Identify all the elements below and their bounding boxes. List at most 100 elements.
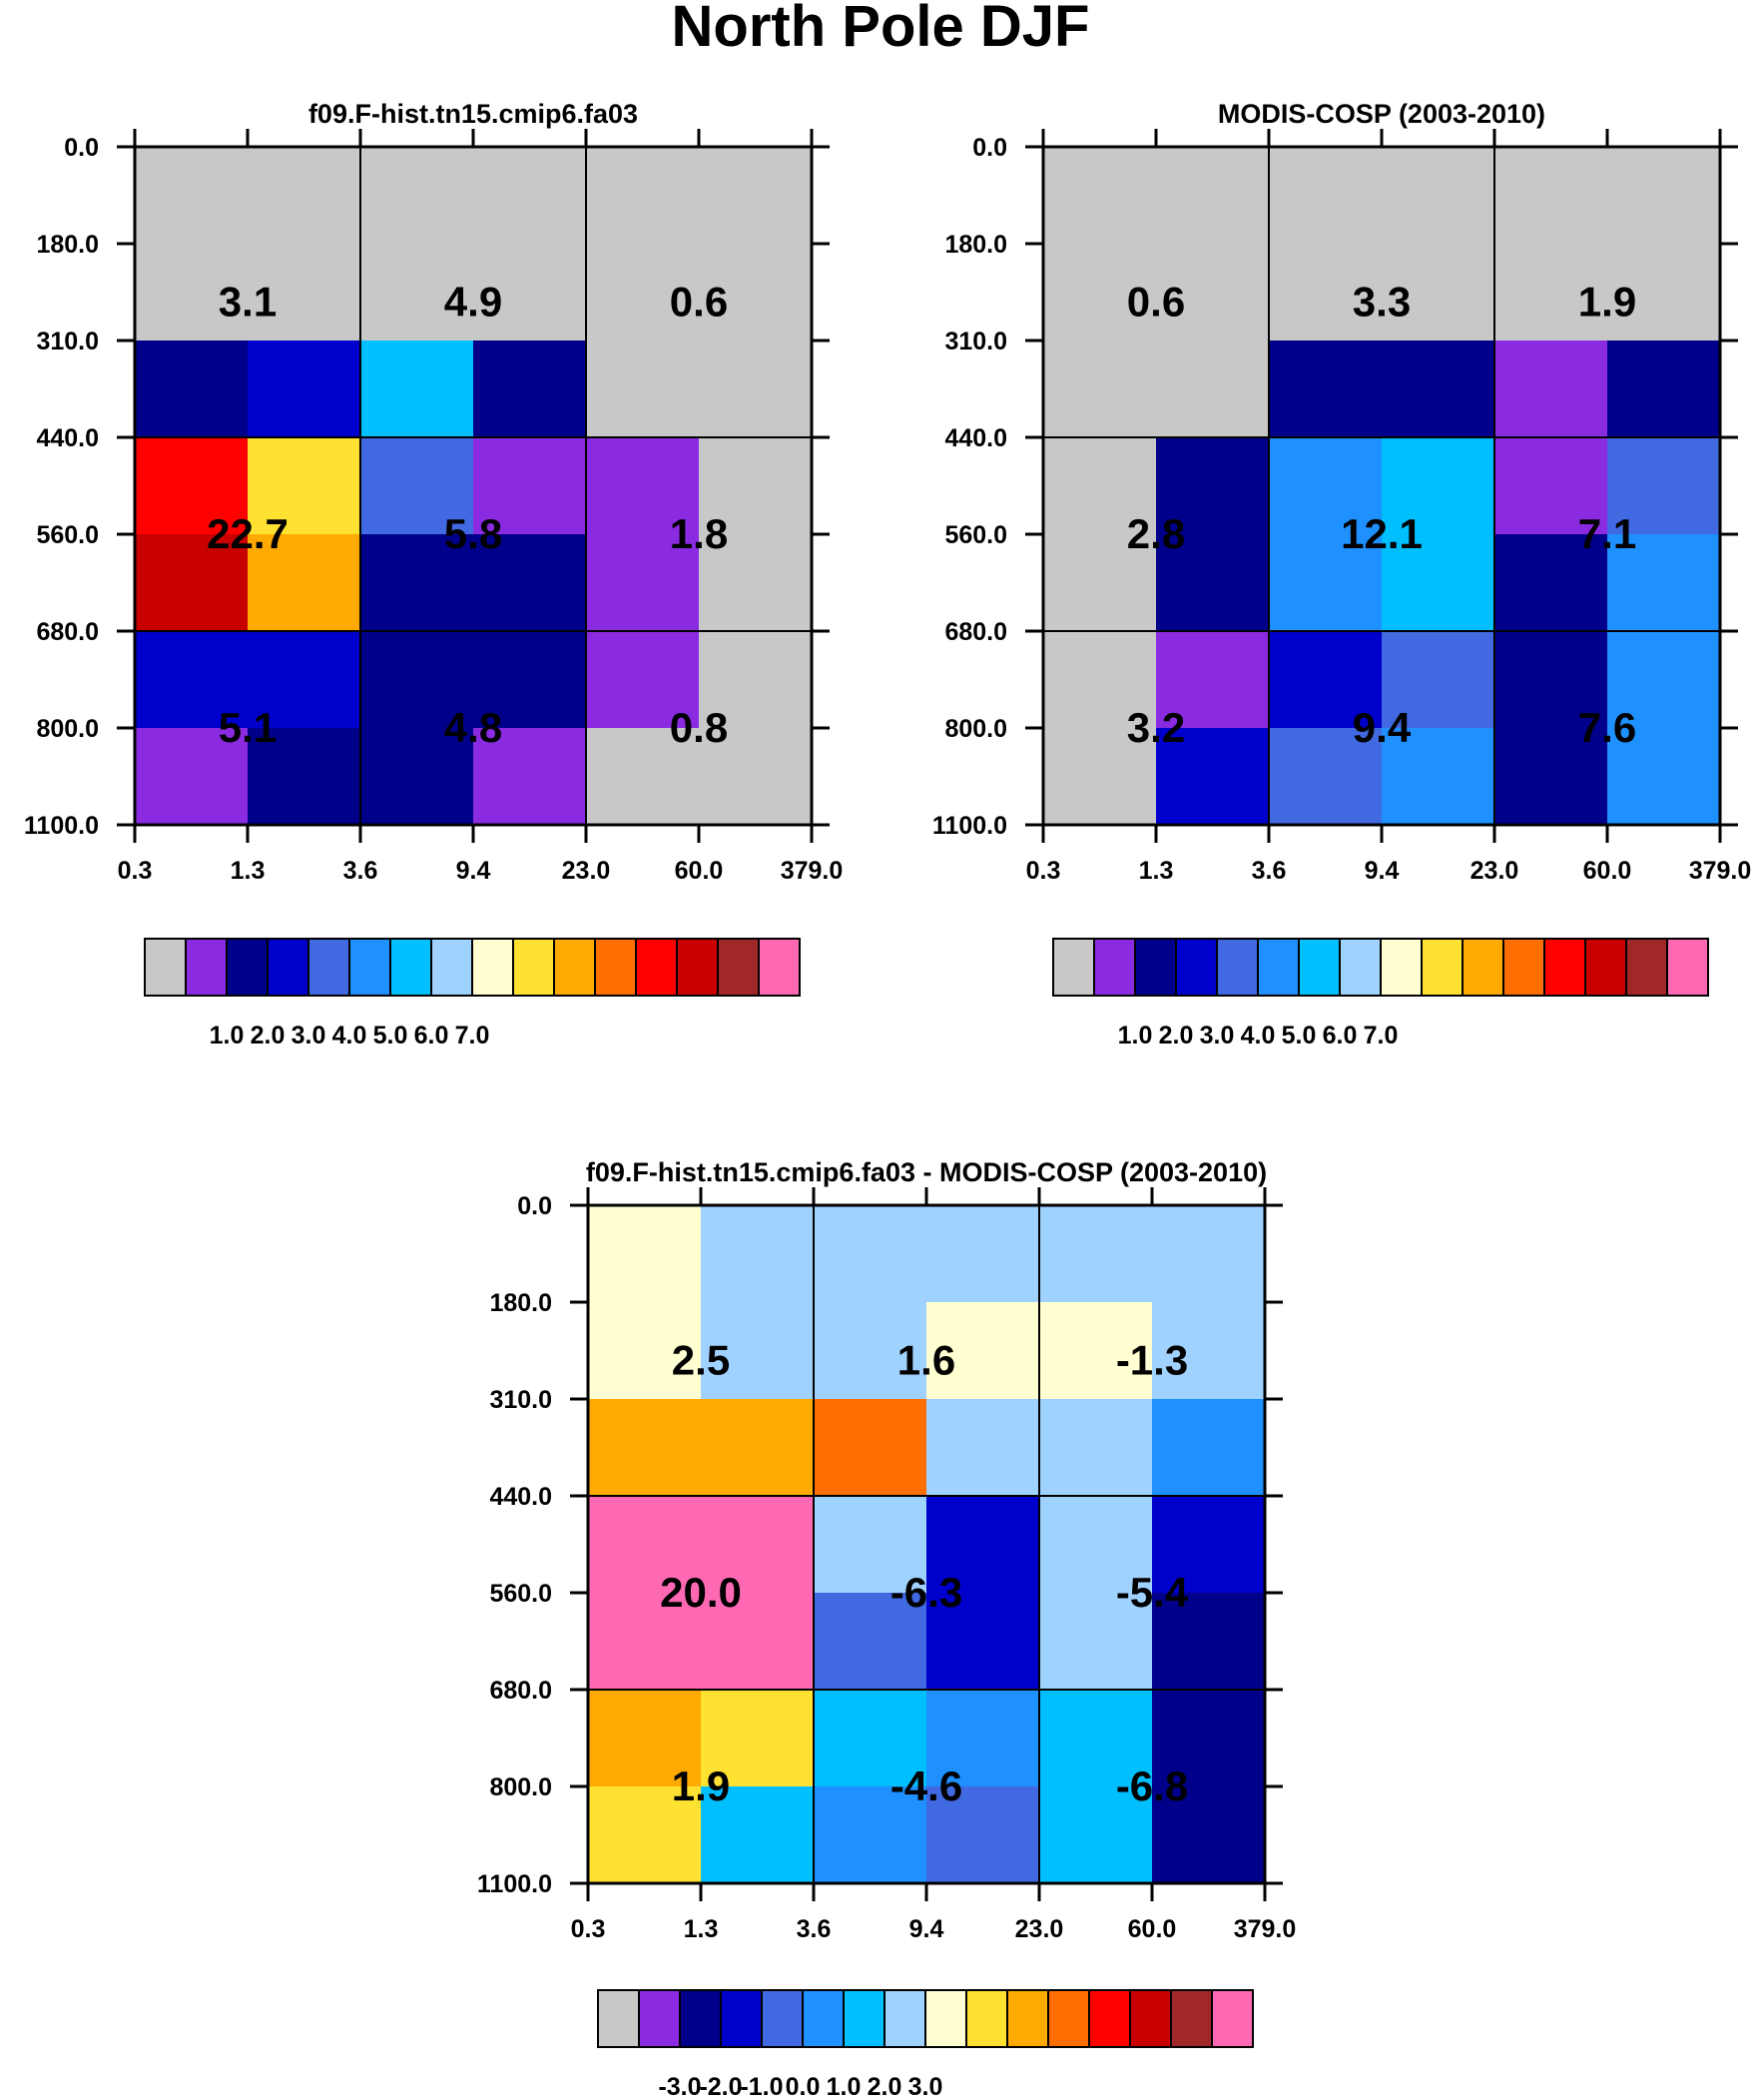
heatmap-cell — [699, 437, 813, 535]
box-value: 4.9 — [444, 279, 502, 326]
heatmap-cell — [1382, 147, 1495, 342]
x-tick-label: 23.0 — [1015, 1915, 1064, 1943]
heatmap-cell — [1043, 534, 1157, 632]
heatmap-cell — [360, 341, 474, 438]
heatmap-cell — [586, 631, 700, 729]
x-tick-label: 3.6 — [797, 1915, 832, 1943]
heatmap-cell — [1152, 1786, 1266, 1884]
heatmap-cell — [473, 728, 587, 826]
colorbar-swatch — [802, 1989, 845, 2048]
heatmap-cell — [1039, 1205, 1153, 1303]
colorbar-swatch — [1134, 938, 1177, 997]
colorbar-swatch — [1088, 1989, 1131, 2048]
y-tick-label: 180.0 — [36, 231, 99, 259]
heatmap-cell — [588, 1496, 702, 1594]
colorbar-swatch — [1216, 938, 1259, 997]
heatmap-cell — [588, 1205, 702, 1303]
heatmap-cell — [1043, 341, 1157, 438]
heatmap-cell — [1152, 1302, 1266, 1400]
heatmap-cell — [360, 147, 474, 342]
heatmap-cell — [1156, 147, 1270, 342]
heatmap-cell — [473, 437, 587, 535]
box-value: 9.4 — [1353, 704, 1412, 751]
colorbar-label: -3.0 — [658, 2073, 701, 2100]
colorbar-label: 2.0 — [251, 1022, 286, 1050]
colorbar-label: 4.0 — [1241, 1022, 1276, 1050]
heatmap-cell — [699, 631, 813, 729]
heatmap-cell — [1039, 1690, 1153, 1787]
colorbar-swatch — [1339, 938, 1382, 997]
colorbar-swatch — [389, 938, 432, 997]
x-tick-label: 0.3 — [571, 1915, 606, 1943]
box-value: 1.6 — [897, 1337, 955, 1384]
colorbar-label: 1.0 — [827, 2073, 862, 2100]
x-tick-label: 3.6 — [1252, 857, 1287, 885]
heatmap-cell — [814, 1496, 927, 1594]
colorbar-swatch — [1129, 1989, 1172, 2048]
heatmap-cell — [1039, 1593, 1153, 1691]
heatmap-cell — [1156, 341, 1270, 438]
box-value: 2.8 — [1127, 510, 1185, 557]
heatmap-cell — [699, 534, 813, 632]
colorbar-label: 2.0 — [1159, 1022, 1194, 1050]
heatmap-cell — [360, 534, 474, 632]
heatmap-cell — [814, 1786, 927, 1884]
heatmap-cell — [926, 1399, 1040, 1497]
heatmap-cell — [926, 1205, 1040, 1303]
heatmap-cell — [1043, 147, 1157, 342]
heatmap-cell — [701, 1593, 815, 1691]
heatmap-cell — [135, 341, 249, 438]
heatmap-cell — [135, 728, 249, 826]
heatmap-cell — [1043, 437, 1157, 535]
x-tick-label: 60.0 — [675, 857, 724, 885]
heatmap-cell — [926, 1786, 1040, 1884]
colorbar-swatch — [761, 1989, 804, 2048]
colorbar-label: 3.0 — [1200, 1022, 1235, 1050]
x-tick-label: 1.3 — [231, 857, 266, 885]
x-tick-label: 1.3 — [1139, 857, 1174, 885]
colorbar-swatch — [1666, 938, 1709, 997]
colorbar-swatch — [883, 1989, 926, 2048]
heatmap-cell — [248, 534, 361, 632]
heatmap-cell — [1494, 631, 1608, 729]
heatmap-cell — [1269, 341, 1383, 438]
colorbar-label: -1.0 — [740, 2073, 783, 2100]
box-value: -4.6 — [890, 1762, 962, 1809]
heatmap-cell — [588, 1399, 702, 1497]
box-value: 20.0 — [660, 1569, 742, 1616]
y-tick-label: 310.0 — [36, 328, 99, 355]
heatmap-cell — [248, 728, 361, 826]
heatmap-cell — [135, 437, 249, 535]
colorbar-label: 0.0 — [786, 2073, 821, 2100]
y-tick-label: 1100.0 — [24, 812, 99, 840]
box-value: 7.1 — [1578, 510, 1636, 557]
y-tick-label: 680.0 — [36, 618, 99, 646]
heatmap-cell — [1494, 437, 1608, 535]
heatmap-cell — [1152, 1496, 1266, 1594]
heatmap-cell — [699, 147, 813, 342]
heatmap-cell — [1043, 728, 1157, 826]
heatmap-cell — [360, 437, 474, 535]
heatmap-cell — [926, 1496, 1040, 1594]
box-value: -6.3 — [890, 1569, 962, 1616]
colorbar-label: 7.0 — [1364, 1022, 1399, 1050]
x-tick-label: 23.0 — [562, 857, 611, 885]
box-value: 3.2 — [1127, 704, 1185, 751]
box-value: 4.8 — [444, 704, 502, 751]
x-tick-label: 1.3 — [684, 1915, 719, 1943]
colorbar-swatch — [348, 938, 391, 997]
colorbar-swatch — [679, 1989, 722, 2048]
colorbar-swatch — [597, 1989, 640, 2048]
heatmap-cell — [1152, 1205, 1266, 1303]
colorbar-swatch — [1257, 938, 1300, 997]
panel-3: f09.F-hist.tn15.cmip6.fa03 - MODIS-COSP … — [477, 1157, 1296, 2100]
heatmap-cell — [1039, 1399, 1153, 1497]
y-tick-label: 800.0 — [944, 715, 1007, 743]
box-value: 5.1 — [219, 704, 277, 751]
page-title: North Pole DJF — [672, 0, 1090, 59]
box-value: -5.4 — [1116, 1569, 1189, 1616]
heatmap-cell — [701, 1302, 815, 1400]
heatmap-cell — [135, 534, 249, 632]
box-value: 2.5 — [672, 1337, 730, 1384]
colorbar-swatch — [1052, 938, 1095, 997]
